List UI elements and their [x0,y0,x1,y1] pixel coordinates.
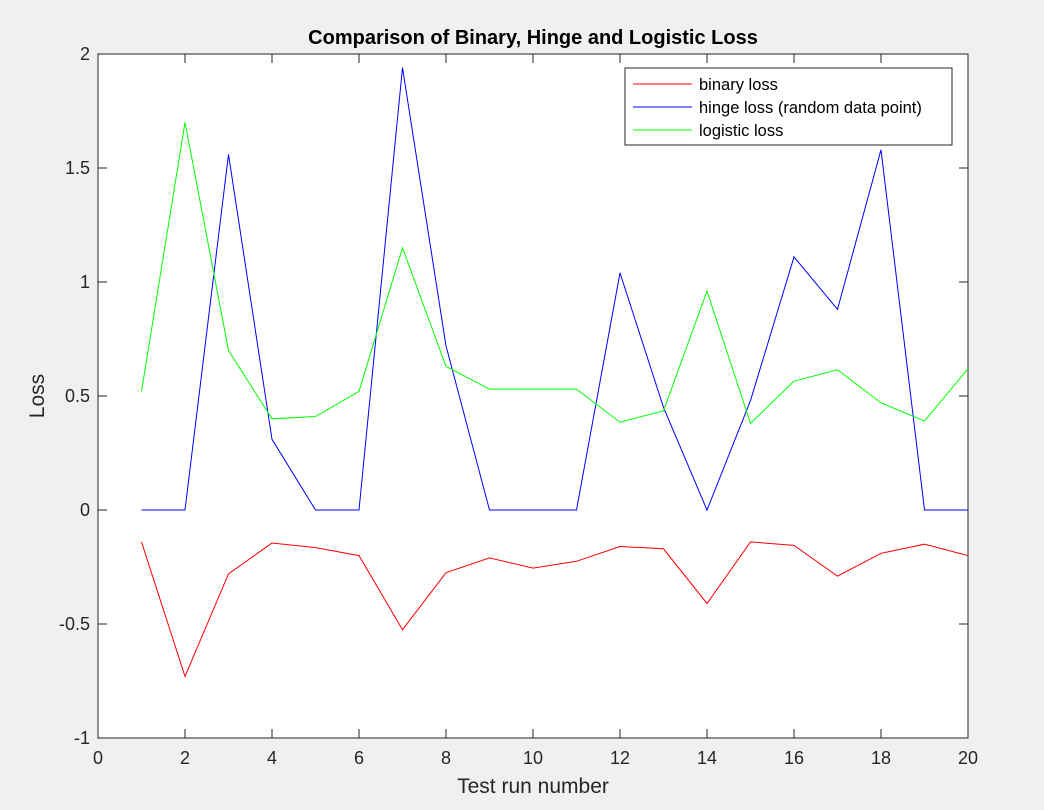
x-tick-label: 10 [523,748,543,768]
series-line-logistic-loss [141,122,969,425]
y-tick-labels: -1 -0.5 0 0.5 1 1.5 2 [59,44,90,748]
x-tick-label: 4 [267,748,277,768]
legend: binary loss hinge loss (random data poin… [624,67,953,146]
plot-area [97,53,969,739]
x-tick-label: 18 [871,748,891,768]
x-tick-labels: 0 2 4 6 8 10 12 14 16 18 20 [93,748,978,768]
x-axis-label: Test run number [457,775,609,798]
legend-label-binary-loss: binary loss [699,76,778,94]
tick-marks [97,53,969,739]
y-tick-label: -0.5 [59,614,90,634]
y-tick-label: 2 [80,44,90,64]
x-tick-label: 20 [958,748,978,768]
x-tick-label: 16 [784,748,804,768]
y-tick-label: 0.5 [65,386,90,406]
series-lines [141,67,969,678]
y-axis-label: Loss [26,374,49,418]
series-line-hinge-loss [141,67,968,512]
x-tick-label: 0 [93,748,103,768]
chart-title: Comparison of Binary, Hinge and Logistic… [308,27,758,49]
x-tick-label: 6 [354,748,364,768]
x-tick-label: 12 [610,748,630,768]
legend-label-logistic-loss: logistic loss [699,122,783,140]
x-tick-label: 14 [697,748,717,768]
y-tick-label: 1.5 [65,158,90,178]
series-line-binary-loss [141,541,969,678]
y-tick-label: 1 [80,272,90,292]
x-tick-label: 2 [180,748,190,768]
x-tick-label: 8 [441,748,451,768]
y-tick-label: -1 [74,728,90,748]
legend-label-hinge-loss: hinge loss (random data point) [699,99,922,117]
y-tick-label: 0 [80,500,90,520]
